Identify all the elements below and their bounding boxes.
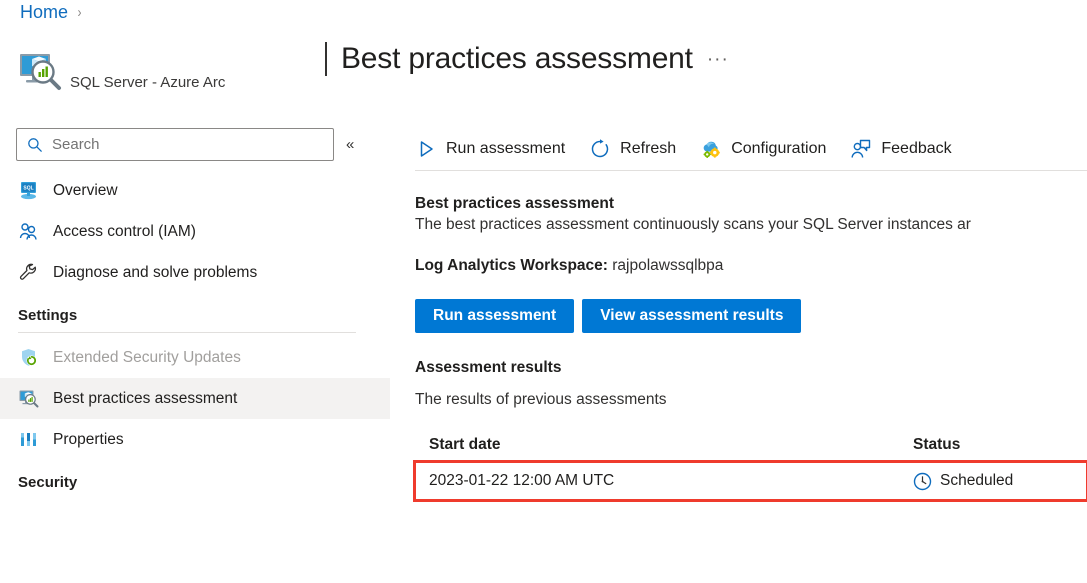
- page-title-wrap: Best practices assessment ···: [325, 42, 729, 76]
- search-box[interactable]: [16, 128, 334, 161]
- sql-overview-icon: SQL: [18, 180, 39, 201]
- sidebar-item-overview[interactable]: SQL Overview: [0, 170, 390, 211]
- title-separator-bar: [325, 42, 327, 76]
- sidebar-divider: [18, 332, 356, 333]
- sidebar-group-settings: Settings: [18, 307, 78, 324]
- toolbar-divider: [415, 170, 1087, 171]
- sidebar-item-best-practices-assessment[interactable]: Best practices assessment: [0, 378, 390, 419]
- toolbar: Run assessment Refresh: [415, 128, 1087, 170]
- main-content: Run assessment Refresh: [413, 128, 1087, 502]
- page-title: Best practices assessment: [341, 42, 693, 75]
- assessment-icon: [18, 388, 39, 409]
- refresh-icon: [589, 138, 611, 160]
- toolbar-item-label: Configuration: [731, 140, 827, 157]
- view-assessment-results-button[interactable]: View assessment results: [582, 299, 802, 333]
- action-button-row: Run assessment View assessment results: [415, 299, 1087, 333]
- breadcrumb: Home ›: [20, 2, 82, 23]
- log-analytics-workspace-label: Log Analytics Workspace:: [415, 257, 608, 274]
- log-analytics-workspace-value: rajpolawssqlbpa: [612, 257, 724, 274]
- sidebar-item-properties[interactable]: Properties: [0, 419, 390, 460]
- sidebar-group-security: Security: [18, 474, 78, 491]
- assessment-results-description: The results of previous assessments: [415, 391, 667, 408]
- configuration-toolbar-button[interactable]: Configuration: [700, 138, 826, 160]
- search-icon: [17, 137, 43, 153]
- resource-subtitle: SQL Server - Azure Arc: [70, 74, 226, 91]
- chevron-right-icon: ›: [77, 4, 82, 21]
- run-assessment-toolbar-button[interactable]: Run assessment: [415, 138, 565, 160]
- resource-header: SQL Server - Azure Arc: [16, 48, 225, 94]
- people-icon: [18, 221, 39, 242]
- sql-server-assessment-icon: [16, 48, 62, 94]
- cell-start-date: 2023-01-22 12:00 AM UTC: [429, 472, 615, 489]
- sidebar-item-label: Access control (IAM): [53, 222, 196, 240]
- sidebar-nav-list: SQL Overview Access control (IAM): [0, 170, 390, 491]
- chevron-double-left-icon[interactable]: «: [346, 136, 355, 153]
- column-header-status[interactable]: Status: [913, 436, 961, 453]
- sidebar-item-label: Properties: [53, 430, 124, 448]
- bars-icon: [18, 429, 39, 450]
- assessment-results-table: Start date Status 2023-01-22 12:00 AM UT…: [413, 436, 1087, 502]
- cell-status: Scheduled: [913, 472, 1073, 491]
- more-options-icon[interactable]: ···: [706, 49, 729, 70]
- run-assessment-button[interactable]: Run assessment: [415, 299, 575, 333]
- sidebar-search-row: «: [0, 128, 390, 161]
- clock-icon: [913, 472, 932, 491]
- refresh-toolbar-button[interactable]: Refresh: [589, 138, 676, 160]
- sidebar-item-extended-security-updates[interactable]: Extended Security Updates: [0, 337, 390, 378]
- svg-text:SQL: SQL: [23, 186, 33, 192]
- toolbar-item-label: Refresh: [620, 140, 677, 157]
- cloud-gear-icon: [700, 138, 722, 160]
- sidebar-item-label: Best practices assessment: [53, 389, 238, 407]
- toolbar-item-label: Feedback: [881, 140, 952, 157]
- sidebar-item-label: Overview: [53, 181, 118, 199]
- sidebar: « SQL Overview: [0, 128, 390, 583]
- assessment-results-title: Assessment results: [415, 359, 562, 376]
- table-row[interactable]: 2023-01-22 12:00 AM UTC Scheduled: [413, 460, 1087, 502]
- table-header-row: Start date Status: [415, 436, 1087, 462]
- play-icon: [415, 138, 437, 160]
- sidebar-item-label: Diagnose and solve problems: [53, 263, 258, 281]
- toolbar-item-label: Run assessment: [446, 140, 566, 157]
- column-header-start-date[interactable]: Start date: [429, 436, 501, 453]
- search-input[interactable]: [52, 136, 292, 153]
- log-analytics-workspace-line: Log Analytics Workspace: rajpolawssqlbpa: [415, 257, 1087, 275]
- section-title: Best practices assessment: [415, 195, 615, 212]
- feedback-toolbar-button[interactable]: Feedback: [850, 138, 952, 160]
- person-feedback-icon: [850, 138, 872, 160]
- sidebar-item-label: Extended Security Updates: [53, 348, 241, 366]
- breadcrumb-home-link[interactable]: Home: [20, 2, 69, 22]
- shield-refresh-icon: [18, 347, 39, 368]
- section-description: The best practices assessment continuous…: [415, 216, 971, 233]
- sidebar-item-access-control[interactable]: Access control (IAM): [0, 211, 390, 252]
- sidebar-item-diagnose[interactable]: Diagnose and solve problems: [0, 252, 390, 293]
- status-badge: Scheduled: [940, 472, 1014, 489]
- wrench-icon: [18, 262, 39, 283]
